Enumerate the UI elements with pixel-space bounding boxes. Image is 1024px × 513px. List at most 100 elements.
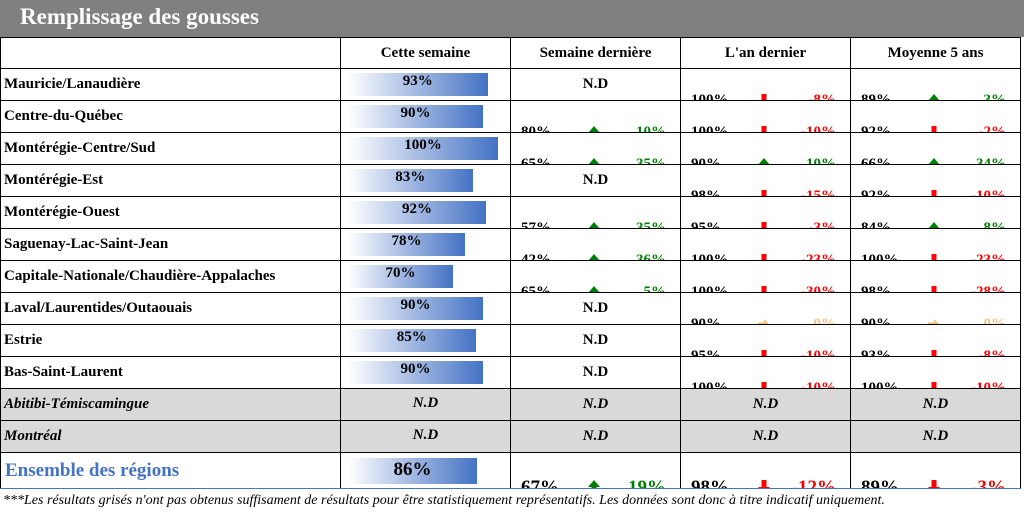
trend-down-icon [931, 189, 937, 196]
five-year-value: 89% [861, 476, 899, 489]
last-week-value: 65% [521, 155, 551, 165]
five-year-diff: 3% [983, 91, 1007, 101]
table-row: Bas-Saint-Laurent 90% N.D 100% -10% 100% -10% [0, 356, 1021, 389]
trend-up-icon [928, 93, 940, 100]
last-year-value: 90% [691, 155, 721, 165]
five-year-value: 98% [861, 283, 891, 293]
last-week-diff: 35% [636, 219, 666, 229]
this-week-label: 70% [385, 265, 416, 281]
region-name: Montérégie-Centre/Sud [0, 132, 341, 165]
table-row: Centre-du-Québec 90% 80% 10% 100% -10% 92% -2% [0, 100, 1021, 133]
region-name: Estrie [0, 324, 341, 357]
five-year-diff: -10% [971, 187, 1006, 197]
five-year-na: N.D [850, 420, 1021, 453]
table-row: Laval/Laurentides/Outaouais 90% N.D 90% 0% 90… [0, 292, 1021, 325]
five-year: 100% -23% [850, 228, 1021, 261]
five-year: 93% -8% [850, 324, 1021, 357]
trend-up-icon [588, 479, 600, 488]
trend-up-icon [588, 221, 600, 228]
five-year-diff: -10% [971, 379, 1006, 389]
last-week-value: 80% [521, 123, 551, 133]
this-week-label: 100% [404, 137, 442, 153]
trend-down-icon [761, 381, 767, 388]
region-name: Montérégie-Est [0, 164, 341, 197]
this-week-cell: 70% [340, 260, 511, 293]
last-year-diff: -15% [801, 187, 836, 197]
regions-table: Cette semaine Semaine dernière L'an dern… [0, 37, 1021, 489]
five-year-na: N.D [850, 388, 1021, 421]
this-week-label: 90% [400, 361, 431, 377]
last-week-diff: 36% [636, 251, 666, 261]
last-week-diff: 35% [636, 155, 666, 165]
last-year-value: 95% [691, 347, 721, 357]
this-week-label: 90% [400, 297, 431, 313]
five-year-diff: -23% [971, 251, 1006, 261]
trend-down-icon [761, 253, 767, 260]
table-body: Mauricie/Lanaudière 93% N.D 100% -8% 89% 3% Cen… [0, 68, 1021, 489]
table-row: Montérégie-Centre/Sud 100% 65% 35% 90% 10% 66%… [0, 132, 1021, 165]
last-year: 98% -15% [680, 164, 851, 197]
last-year-diff: -8% [808, 91, 837, 101]
five-year-value: 89% [861, 91, 891, 101]
table-row: Capitale-Nationale/Chaudière-Appalaches 7… [0, 260, 1021, 293]
five-year-diff: -28% [971, 283, 1006, 293]
trend-down-icon [931, 381, 937, 388]
trend-up-icon [588, 157, 600, 164]
header-region [0, 37, 341, 69]
five-year-value: 92% [861, 123, 891, 133]
trend-down-icon [761, 221, 767, 228]
region-name: Montérégie-Ouest [0, 196, 341, 229]
last-year: 95% -10% [680, 324, 851, 357]
region-name: Bas-Saint-Laurent [0, 356, 341, 389]
table-row: Mauricie/Lanaudière 93% N.D 100% -8% 89% 3% [0, 68, 1021, 101]
last-year-diff: -10% [801, 379, 836, 389]
five-year-diff: -3% [971, 476, 1006, 489]
this-week-cell: 90% [340, 356, 511, 389]
last-year-diff: 10% [806, 155, 836, 165]
last-year: 100% -30% [680, 260, 851, 293]
page-title: Remplissage des gousses [20, 4, 259, 29]
trend-down-icon [761, 349, 767, 356]
total-row: Ensemble des régions 86% 67% 19% 98% -12% 89% -… [0, 452, 1021, 489]
five-year-diff: -2% [978, 123, 1007, 133]
this-week-cell: 92% [340, 196, 511, 229]
table-row: Montérégie-Est 83% N.D 98% -15% 92% -10% [0, 164, 1021, 197]
this-week-cell: 86% [340, 452, 511, 489]
this-week-cell: 90% [340, 292, 511, 325]
five-year-diff: 0% [983, 315, 1007, 325]
this-week-bar [348, 73, 488, 96]
region-name: Saguenay-Lac-Saint-Jean [0, 228, 341, 261]
last-week: 42% 36% [510, 228, 681, 261]
last-year-value: 90% [691, 315, 721, 325]
five-year: 89% -3% [850, 452, 1021, 489]
this-week-cell: 85% [340, 324, 511, 357]
last-week-na: N.D [510, 164, 681, 197]
last-year: 100% -10% [680, 356, 851, 389]
title-bar: Remplissage des gousses [0, 0, 1024, 37]
last-week-value: 65% [521, 283, 551, 293]
this-week-cell: 100% [340, 132, 511, 165]
region-name: Capitale-Nationale/Chaudière-Appalaches [0, 260, 341, 293]
trend-flat-icon [928, 318, 939, 324]
this-week-label: 78% [391, 233, 422, 249]
region-name: Laval/Laurentides/Outaouais [0, 292, 341, 325]
trend-up-icon [588, 285, 600, 292]
last-year-value: 98% [691, 187, 721, 197]
last-year: 95% -3% [680, 196, 851, 229]
five-year: 90% 0% [850, 292, 1021, 325]
last-week: 65% 5% [510, 260, 681, 293]
this-week-bar [348, 361, 483, 384]
five-year: 92% -10% [850, 164, 1021, 197]
last-year-diff: -10% [801, 347, 836, 357]
five-year-diff: 34% [976, 155, 1006, 165]
this-week-na: N.D [412, 427, 439, 443]
trend-up-icon [928, 221, 940, 228]
trend-down-icon [761, 189, 767, 196]
last-year-na: N.D [680, 388, 851, 421]
five-year: 98% -28% [850, 260, 1021, 293]
last-year-na: N.D [680, 420, 851, 453]
trend-up-icon [588, 125, 600, 132]
five-year-value: 92% [861, 187, 891, 197]
this-week-bar [348, 297, 483, 320]
trend-down-icon [931, 125, 937, 132]
